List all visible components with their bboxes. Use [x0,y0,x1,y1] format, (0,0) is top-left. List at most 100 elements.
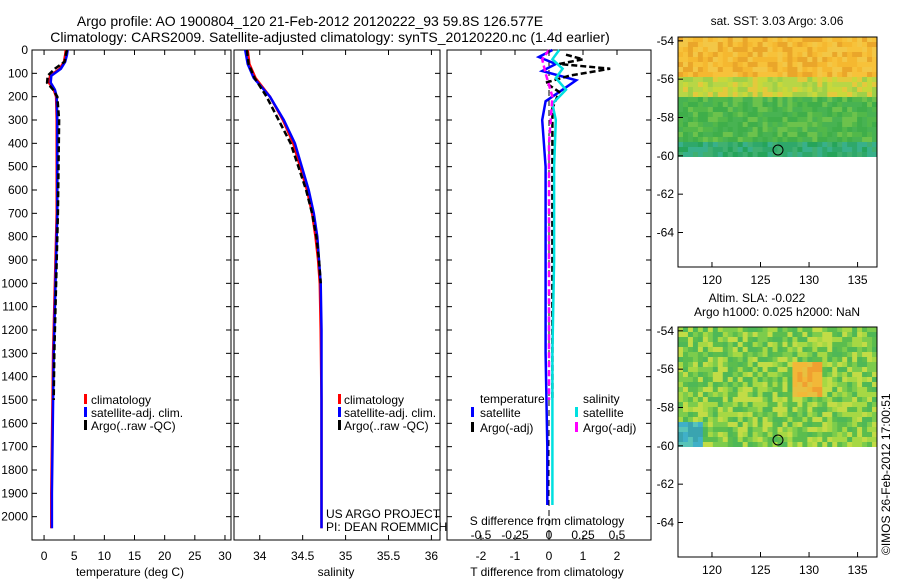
heatmap-cell [857,392,863,398]
heatmap-cell [822,87,828,93]
temperature-axes [31,49,232,541]
heatmap-cell [812,112,818,118]
heatmap-cell [807,357,813,363]
heatmap-cell [712,152,719,157]
heatmap-cell [787,117,793,123]
heatmap-cell [702,72,709,78]
heatmap-cell [697,372,704,378]
heatmap-cell [737,367,744,373]
heatmap-cell [717,412,724,418]
heatmap-cell [837,372,843,378]
heatmap-cell [797,82,803,88]
heatmap-cell [717,62,724,68]
heatmap-cell [737,432,744,438]
heatmap-cell [832,432,838,438]
heatmap-cell [837,432,843,438]
heatmap-cell [782,147,788,153]
heatmap-cell [717,432,724,438]
heatmap-cell [782,72,788,78]
heatmap-cell [797,392,803,398]
heatmap-cell [707,92,714,98]
heatmap-cell [697,342,704,348]
heatmap-cell [872,402,877,408]
heatmap-cell [727,122,734,128]
heatmap-cell [777,397,783,403]
heatmap-cell [782,437,788,443]
heatmap-cell [867,347,873,353]
heatmap-cell [837,102,843,108]
heatmap-cell [757,47,764,53]
heatmap-cell [707,117,714,123]
heatmap-cell [782,67,788,73]
heatmap-cell [822,442,828,447]
heatmap-cell [827,77,833,83]
heatmap-cell [827,372,833,378]
heatmap-cell [732,62,739,68]
heatmap-cell [797,337,803,343]
heatmap-cell [757,122,764,128]
heatmap-cell [807,372,813,378]
heatmap-cell [732,367,739,373]
heatmap-cell [732,152,739,157]
heatmap-cell [687,122,694,128]
heatmap-cell [842,142,848,148]
heatmap-cell [797,432,803,438]
heatmap-cell [712,432,719,438]
heatmap-cell [862,352,868,358]
heatmap-cell [757,412,764,418]
heatmap-cell [747,392,754,398]
heatmap-cell [737,42,744,48]
heatmap-cell [827,52,833,58]
heatmap-cell [847,97,853,103]
heatmap-cell [757,432,764,438]
heatmap-cell [832,362,838,368]
heatmap-cell [772,347,778,353]
heatmap-cell [687,342,694,348]
heatmap-cell [692,377,699,383]
heatmap-cell [772,112,778,118]
heatmap-cell [797,352,803,358]
heatmap-cell [762,432,769,438]
heatmap-cell [807,102,813,108]
heatmap-cell [792,102,798,108]
heatmap-cell [837,417,843,423]
heatmap-cell [847,347,853,353]
heatmap-cell [687,127,694,133]
heatmap-cell [817,42,823,48]
heatmap-cell [707,327,714,333]
heatmap-cell [682,372,689,378]
heatmap-cell [687,427,694,433]
heatmap-cell [817,87,823,93]
heatmap-cell [697,82,704,88]
legend-label-sal-argo: Argo(-adj) [583,421,636,435]
heatmap-cell [862,67,868,73]
heatmap-cell [707,412,714,418]
heatmap-cell [807,62,813,68]
heatmap-cell [707,82,714,88]
legend-swatch-climatology [84,394,87,404]
heatmap-cell [772,357,778,363]
heatmap-cell [742,72,749,78]
heatmap-cell [772,132,778,138]
heatmap-cell [737,77,744,83]
heatmap-cell [757,352,764,358]
heatmap-cell [807,142,813,148]
heatmap-cell [777,127,783,133]
heatmap-cell [802,57,808,63]
heatmap-cell [862,72,868,78]
heatmap-cell [762,337,769,343]
heatmap-cell [757,92,764,98]
heatmap-cell [707,372,714,378]
heatmap-cell [797,52,803,58]
heatmap-cell [852,367,858,373]
heatmap-cell [772,97,778,103]
heatmap-cell [857,77,863,83]
heatmap-cell [682,387,689,393]
heatmap-cell [692,77,699,83]
legend-label-argo: Argo(..raw -QC) [344,419,429,433]
heatmap-cell [802,127,808,133]
heatmap-cell [737,62,744,68]
heatmap-cell [762,52,769,58]
lat-tick-label: -58 [657,111,675,125]
heatmap-cell [827,422,833,428]
